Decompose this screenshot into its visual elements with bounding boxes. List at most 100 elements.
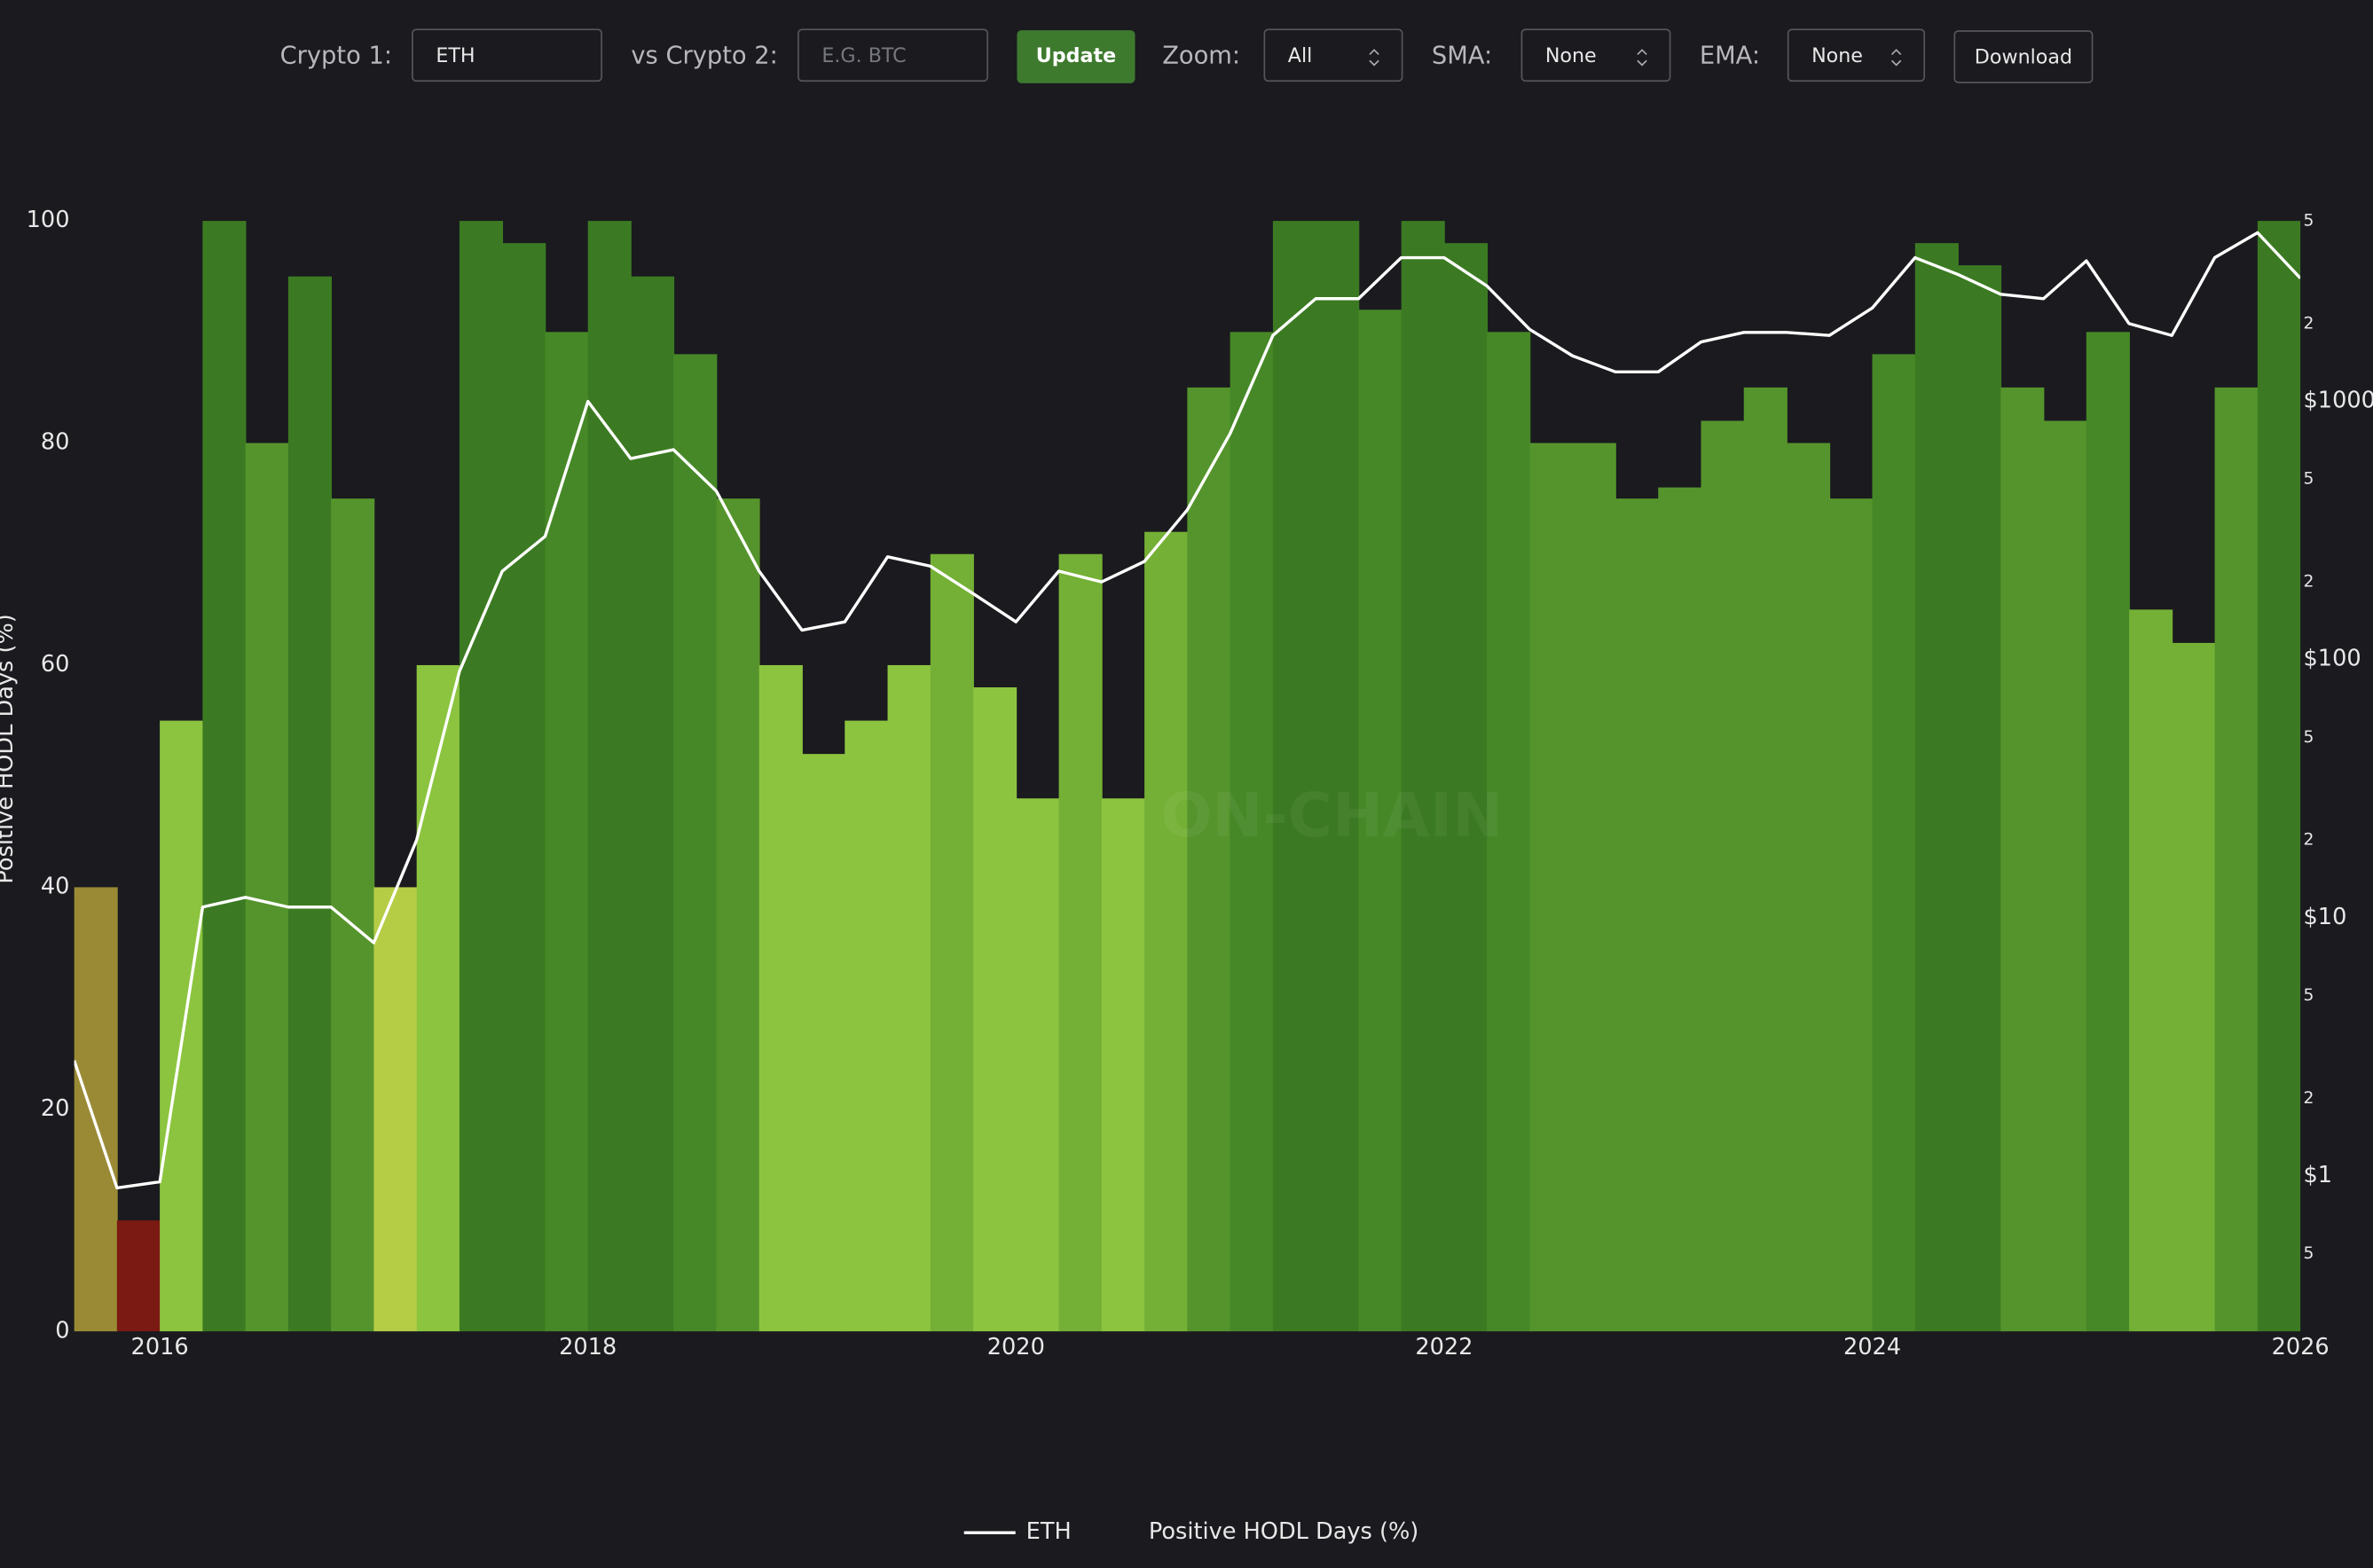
y-tick-label: 80 (41, 429, 70, 456)
ema-select[interactable]: None (1787, 28, 1926, 82)
y-tick-label: 100 (27, 207, 70, 233)
bar (1529, 443, 1574, 1332)
bar (1487, 332, 1531, 1332)
bar (459, 221, 504, 1332)
y2-tick-label: 5 (2304, 728, 2314, 747)
legend-label: ETH (1026, 1518, 1072, 1545)
crypto1-input[interactable]: ETH (412, 28, 602, 82)
bar (1230, 332, 1274, 1332)
bar (1144, 531, 1189, 1332)
bar (716, 498, 760, 1332)
y2-tick-label: 2 (2304, 831, 2314, 850)
bar (160, 720, 204, 1332)
y2-tick-label: 5 (2304, 470, 2314, 489)
bar (1058, 553, 1103, 1332)
y-tick-label: 0 (55, 1317, 69, 1344)
update-button[interactable]: Update (1017, 30, 1135, 83)
select-arrows (1890, 49, 1902, 67)
x-tick-label: 2026 (2272, 1334, 2330, 1360)
bar (2129, 609, 2173, 1332)
y2-tick-label: 5 (2304, 212, 2314, 231)
line-layer (74, 231, 2301, 1190)
ema-label: EMA: (1699, 41, 1761, 70)
y2-tick-label: 2 (2304, 573, 2314, 592)
y2-tick-label: $1 (2304, 1162, 2333, 1188)
bar (2257, 221, 2301, 1332)
bar (2086, 332, 2130, 1332)
y-tick-label: 20 (41, 1095, 70, 1122)
bar (331, 498, 375, 1332)
bar (1016, 798, 1060, 1332)
ema-value: None (1811, 45, 1863, 68)
bar (1615, 498, 1660, 1332)
bar (1572, 443, 1616, 1332)
y-tick-label: 40 (41, 873, 70, 899)
bar-layer (74, 221, 2301, 1332)
bar (887, 664, 931, 1332)
bar (802, 754, 846, 1332)
bar (1401, 221, 1445, 1332)
bar (1829, 498, 1874, 1332)
bar (545, 332, 589, 1332)
bar (1872, 354, 1916, 1332)
bar (2043, 420, 2087, 1332)
bar (2214, 387, 2259, 1332)
sma-value: None (1544, 45, 1597, 68)
y2-tick-label: 2 (2304, 314, 2314, 333)
bar (1316, 221, 1360, 1332)
y2-tick-label: $10 (2304, 904, 2347, 930)
bar (930, 553, 974, 1332)
y2-tick-label: 5 (2304, 1244, 2314, 1263)
bar (630, 276, 675, 1332)
bar (502, 243, 546, 1332)
y2-tick-label: 5 (2304, 986, 2314, 1005)
x-tick-label: 2018 (559, 1334, 617, 1360)
price-line (74, 231, 2301, 1190)
bar (1272, 221, 1316, 1332)
x-tick-label: 2016 (131, 1334, 189, 1360)
y-axis-title: Positive HODL Days (%) (0, 614, 19, 883)
bar (2172, 642, 2216, 1332)
sma-select[interactable]: None (1520, 28, 1671, 82)
download-button[interactable]: Download (1953, 30, 2094, 83)
y2-tick-label: $1000 (2304, 388, 2373, 414)
bar (416, 664, 460, 1332)
bar (2300, 387, 2301, 1332)
bar (758, 664, 803, 1332)
bar (1958, 265, 2002, 1332)
sma-label: SMA: (1431, 41, 1493, 70)
bar (287, 276, 333, 1332)
crypto1-label: Crypto 1: (279, 41, 393, 70)
bar (1914, 243, 1959, 1332)
bar (116, 1220, 161, 1332)
bar (202, 221, 247, 1332)
bar (673, 354, 718, 1332)
zoom-label: Zoom: (1162, 41, 1241, 70)
bar (2000, 387, 2045, 1332)
bar (1658, 487, 1702, 1332)
watermark: ON-CHAIN (1160, 781, 1503, 851)
bar (587, 221, 632, 1332)
bar (74, 887, 118, 1332)
bar (1443, 243, 1489, 1332)
crypto2-label: vs Crypto 2: (631, 41, 778, 70)
bar (1786, 443, 1831, 1332)
bar (1701, 420, 1745, 1332)
zoom-value: All (1287, 45, 1313, 68)
legend-label: Positive HODL Days (%) (1149, 1518, 1418, 1545)
bar (245, 443, 289, 1332)
select-arrows (1369, 49, 1379, 67)
bar (373, 887, 418, 1332)
y-tick-label: 60 (41, 651, 70, 678)
x-tick-label: 2024 (1843, 1334, 1901, 1360)
bar (1101, 798, 1145, 1332)
bar (1743, 387, 1788, 1332)
bar (1187, 387, 1231, 1332)
zoom-select[interactable]: All (1263, 28, 1403, 82)
x-tick-label: 2020 (987, 1334, 1045, 1360)
bar (845, 720, 889, 1332)
crypto2-input[interactable]: E.G. BTC (798, 28, 989, 82)
